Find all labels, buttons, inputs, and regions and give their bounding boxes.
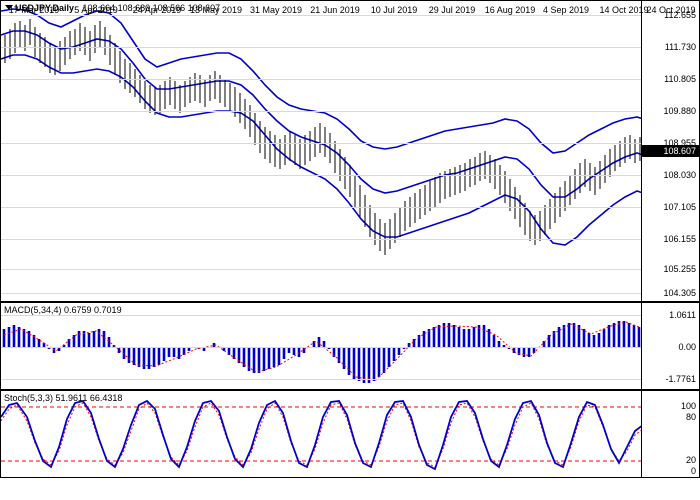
time-label: 13 May 2019 (189, 5, 243, 15)
current-price-tag: 108.607 (641, 145, 699, 157)
time-label: 5 Apr 2019 (74, 5, 118, 15)
y-label: -1.7761 (665, 374, 696, 384)
y-label: 112.655 (664, 10, 696, 20)
macd-histogram (2, 321, 641, 383)
time-label: 24 Apr 2019 (132, 5, 182, 15)
time-label: 4 Sep 2019 (542, 5, 590, 15)
y-label: 80 (685, 412, 696, 422)
price-pane[interactable]: USDJPY,Daily 108.664 108.680 108.566 108… (0, 0, 700, 302)
macd-y-axis[interactable]: 1.0611 0.00 -1.7761 (641, 303, 699, 389)
price-pane-header: USDJPY,Daily 108.664 108.680 108.566 108… (15, 3, 220, 13)
y-label: 111.730 (664, 42, 696, 52)
y-label: 109.880 (663, 106, 696, 116)
triangle-down-icon[interactable] (5, 5, 13, 10)
macd-pane[interactable]: MACD(5,34,4) 0.6759 0.7019 (0, 302, 700, 390)
time-label: 10 Jul 2019 (370, 5, 418, 15)
macd-series-svg (2, 321, 641, 383)
y-label: 100 (680, 401, 696, 411)
price-series-svg (1, 8, 641, 255)
y-label: 108.030 (663, 170, 696, 180)
y-label: 107.105 (663, 202, 696, 212)
time-label: 17 Mar 2019 (8, 5, 60, 15)
macd-header: MACD(5,34,4) 0.6759 0.7019 (4, 305, 122, 315)
stoch-signal-line (1, 402, 641, 468)
stoch-main-line (1, 399, 641, 471)
y-label: 106.155 (663, 234, 696, 244)
time-label: 24 Oct 2019 (646, 5, 696, 15)
candlestick-series (4, 19, 641, 255)
y-label: 1.0611 (669, 310, 696, 320)
time-label: 16 Aug 2019 (484, 5, 536, 15)
macd-plot[interactable] (1, 303, 641, 389)
y-label: 0 (690, 466, 696, 476)
stoch-plot[interactable] (1, 391, 641, 477)
time-axis[interactable]: 17 Mar 2019 5 Apr 2019 24 Apr 2019 13 Ma… (0, 0, 700, 22)
time-label: 21 Jun 2019 (310, 5, 360, 15)
stoch-series-svg (1, 399, 641, 471)
y-label: 104.305 (663, 288, 696, 298)
time-label: 29 Jul 2019 (428, 5, 476, 15)
y-label: 0.00 (678, 342, 696, 352)
symbol-label: USDJPY,Daily (15, 3, 75, 13)
y-label: 108.955 (663, 138, 696, 148)
y-label: 20 (685, 455, 696, 465)
price-plot[interactable] (1, 1, 641, 301)
stochastic-pane[interactable]: Stoch(5,3,3) 51.9611 66.4318 100 80 20 0 (0, 390, 700, 478)
ohlc-values: 108.664 108.680 108.566 108.607 (82, 3, 221, 13)
stoch-header: Stoch(5,3,3) 51.9611 66.4318 (4, 393, 123, 403)
stoch-y-axis[interactable]: 100 80 20 0 (641, 391, 699, 477)
y-label: 110.805 (664, 74, 696, 84)
time-label: 14 Oct 2019 (599, 5, 649, 15)
y-label: 105.255 (663, 264, 696, 274)
time-label: 31 May 2019 (249, 5, 303, 15)
